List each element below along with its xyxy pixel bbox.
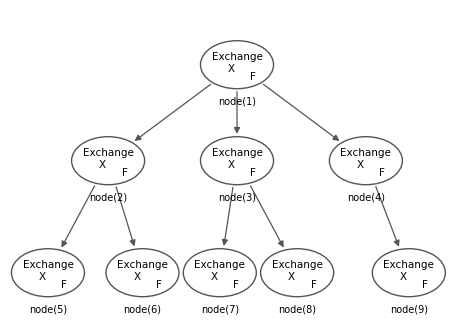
Text: Exchange: Exchange: [383, 260, 434, 270]
Text: F: F: [422, 280, 428, 290]
Text: F: F: [310, 280, 317, 290]
Text: X: X: [39, 272, 46, 282]
Text: node(2): node(2): [89, 193, 127, 203]
Ellipse shape: [72, 137, 145, 185]
Text: node(1): node(1): [218, 97, 256, 107]
Text: F: F: [379, 168, 385, 178]
Text: F: F: [62, 280, 67, 290]
Text: X: X: [357, 160, 364, 170]
Ellipse shape: [11, 249, 84, 297]
Text: Exchange: Exchange: [340, 148, 392, 158]
Text: Exchange: Exchange: [211, 148, 263, 158]
Text: node(9): node(9): [390, 305, 428, 315]
Text: Exchange: Exchange: [117, 260, 168, 270]
Text: node(6): node(6): [124, 305, 162, 315]
Text: Exchange: Exchange: [194, 260, 245, 270]
Ellipse shape: [183, 249, 256, 297]
Text: Exchange: Exchange: [272, 260, 323, 270]
Text: F: F: [233, 280, 239, 290]
Text: Exchange: Exchange: [23, 260, 73, 270]
Text: node(8): node(8): [278, 305, 316, 315]
Ellipse shape: [201, 41, 273, 89]
Text: node(3): node(3): [218, 193, 256, 203]
Ellipse shape: [373, 249, 446, 297]
Text: X: X: [288, 272, 295, 282]
Text: F: F: [156, 280, 162, 290]
Text: F: F: [250, 168, 256, 178]
Text: Exchange: Exchange: [211, 52, 263, 62]
Text: node(7): node(7): [201, 305, 239, 315]
Text: X: X: [228, 160, 235, 170]
Text: Exchange: Exchange: [82, 148, 134, 158]
Text: F: F: [122, 168, 128, 178]
Ellipse shape: [106, 249, 179, 297]
Text: X: X: [400, 272, 407, 282]
Ellipse shape: [329, 137, 402, 185]
Ellipse shape: [201, 137, 273, 185]
Text: X: X: [228, 64, 235, 74]
Text: X: X: [99, 160, 106, 170]
Text: node(5): node(5): [29, 305, 67, 315]
Text: X: X: [211, 272, 218, 282]
Text: node(4): node(4): [347, 193, 385, 203]
Ellipse shape: [261, 249, 334, 297]
Text: F: F: [250, 72, 256, 82]
Text: X: X: [134, 272, 141, 282]
